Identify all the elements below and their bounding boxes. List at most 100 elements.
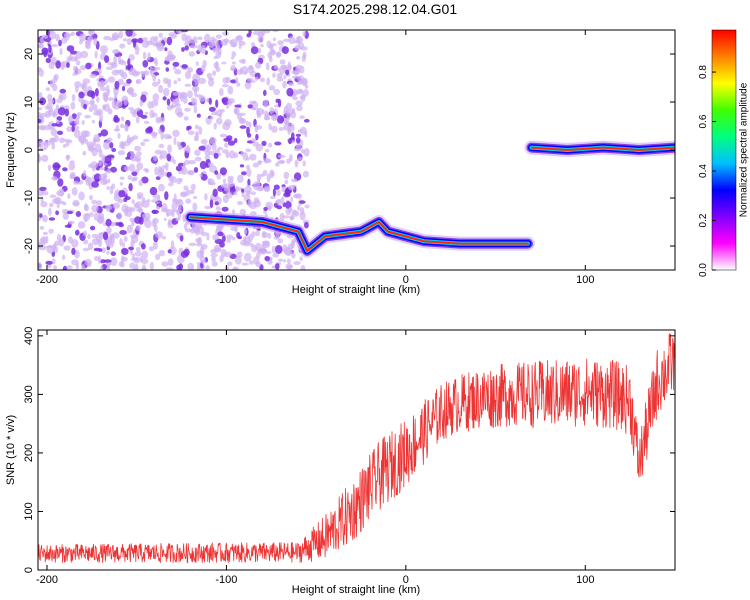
- noise-blob: [175, 217, 180, 222]
- noise-blob: [82, 78, 91, 84]
- noise-blob: [113, 128, 121, 132]
- noise-blob: [104, 166, 108, 170]
- colorbar-tick-label: 0.2: [698, 213, 709, 227]
- noise-blob: [276, 205, 283, 210]
- noise-blob: [76, 112, 82, 116]
- noise-blob: [255, 61, 262, 69]
- noise-blob: [270, 195, 276, 200]
- noise-blob: [215, 99, 219, 108]
- noise-blob: [234, 104, 242, 108]
- noise-blob: [158, 84, 164, 94]
- noise-blob: [255, 229, 260, 237]
- noise-blob: [71, 259, 79, 266]
- snr-y-ticks: 0 100 200 300 400: [23, 327, 675, 573]
- noise-blob: [257, 160, 263, 164]
- noise-blob: [129, 262, 136, 269]
- noise-blob: [85, 62, 92, 70]
- noise-blob: [174, 97, 180, 106]
- noise-blob: [149, 186, 158, 196]
- noise-blob: [157, 117, 166, 123]
- noise-blob: [109, 235, 113, 245]
- noise-blob: [299, 115, 305, 120]
- noise-blob: [56, 119, 60, 125]
- noise-blob: [135, 247, 141, 252]
- noise-blob: [81, 120, 85, 125]
- noise-blob: [177, 112, 184, 116]
- noise-blob: [221, 61, 227, 65]
- noise-blob: [54, 196, 62, 204]
- noise-blob: [102, 105, 106, 111]
- noise-blob: [176, 264, 182, 270]
- noise-blob: [127, 58, 131, 67]
- noise-blob: [219, 133, 228, 138]
- noise-blob: [251, 231, 256, 238]
- noise-blob: [52, 162, 61, 171]
- noise-blob: [221, 31, 229, 36]
- noise-blob: [273, 184, 280, 190]
- noise-blob: [126, 78, 132, 84]
- noise-blob: [84, 40, 90, 49]
- x-tick-label: 100: [576, 574, 594, 586]
- noise-blob: [250, 107, 257, 111]
- noise-blob: [131, 199, 135, 205]
- noise-blob: [122, 242, 126, 248]
- noise-blob: [141, 37, 148, 41]
- noise-blob: [71, 187, 78, 196]
- noise-blob: [56, 116, 63, 121]
- noise-blob: [43, 35, 49, 39]
- noise-blob: [110, 257, 118, 266]
- noise-blob: [124, 124, 129, 132]
- x-tick-label: -100: [215, 574, 237, 586]
- noise-blob: [52, 83, 58, 92]
- noise-blob: [78, 191, 85, 201]
- noise-blob: [194, 124, 200, 130]
- noise-blob: [252, 181, 261, 191]
- noise-blob: [93, 104, 98, 112]
- noise-blob: [215, 44, 221, 51]
- noise-blob: [187, 170, 195, 175]
- noise-blob: [217, 231, 224, 237]
- noise-blob: [166, 98, 171, 106]
- noise-blob: [131, 219, 135, 227]
- noise-blob: [241, 262, 249, 266]
- noise-blob: [158, 32, 163, 39]
- noise-blob: [66, 126, 73, 132]
- noise-blob: [295, 193, 303, 199]
- noise-blob: [303, 118, 310, 123]
- noise-blob: [230, 38, 238, 48]
- noise-blob: [269, 107, 275, 115]
- noise-blob: [70, 101, 76, 110]
- noise-blob: [134, 51, 140, 55]
- noise-blob: [220, 183, 228, 188]
- noise-blob: [302, 170, 309, 178]
- noise-blob: [48, 62, 55, 70]
- noise-blob: [211, 143, 217, 151]
- noise-blob: [114, 92, 118, 100]
- noise-blob: [215, 206, 221, 211]
- noise-blob: [295, 137, 301, 144]
- noise-blob: [240, 240, 247, 246]
- noise-blob: [247, 104, 253, 109]
- noise-blob: [147, 52, 151, 61]
- snr-marks: [38, 330, 675, 564]
- noise-blob: [226, 105, 230, 109]
- noise-blob: [295, 133, 302, 137]
- noise-blob: [191, 97, 195, 105]
- noise-blob: [211, 111, 218, 116]
- noise-blob: [221, 234, 226, 243]
- noise-blob: [256, 251, 261, 259]
- noise-blob: [137, 207, 143, 214]
- noise-blob: [158, 143, 165, 149]
- noise-blob: [251, 138, 257, 143]
- noise-blob: [283, 215, 290, 219]
- noise-blob: [48, 207, 52, 216]
- x-tick-label: -200: [36, 274, 58, 286]
- noise-blob: [131, 253, 135, 260]
- noise-blob: [256, 108, 260, 117]
- noise-blob: [126, 134, 131, 143]
- noise-blob: [94, 143, 102, 153]
- noise-blob: [284, 201, 292, 209]
- noise-blob: [71, 125, 75, 133]
- noise-blob: [215, 34, 222, 39]
